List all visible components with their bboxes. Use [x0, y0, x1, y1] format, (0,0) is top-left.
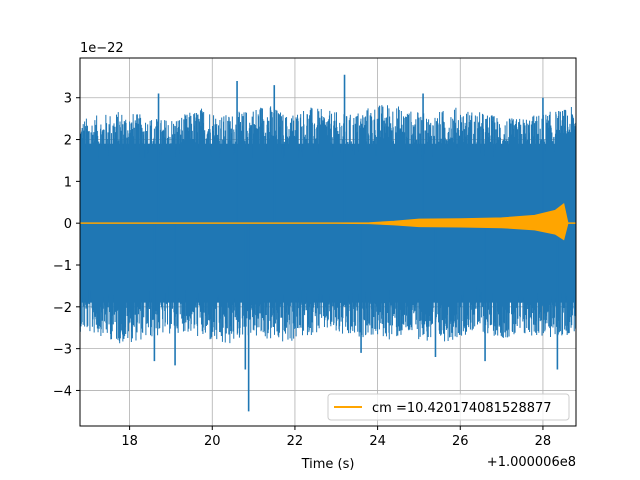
y-tick-label: −1	[53, 259, 72, 274]
series-layer	[80, 74, 576, 412]
x-tick-label: 26	[452, 434, 469, 449]
y-tick-label: −4	[53, 384, 72, 399]
x-tick-label: 28	[535, 434, 552, 449]
y-tick-label: 1	[64, 175, 72, 190]
series-chirp	[80, 203, 576, 241]
x-tick-label: 24	[369, 434, 386, 449]
x-offset-label: +1.000006e8	[487, 455, 576, 470]
plot-frame	[79, 57, 577, 427]
y-tick-label: 2	[64, 134, 72, 149]
legend: cm =10.420174081528877	[327, 393, 570, 421]
y-tick-label: 3	[64, 92, 72, 107]
legend-entry-chirp: cm =10.420174081528877	[372, 401, 552, 416]
y-axis: −4 −3 −2 −1 0 1 2 3	[53, 92, 80, 399]
x-axis: 18 20 22 24 26 28	[121, 426, 551, 449]
legend-box	[327, 393, 570, 421]
y-multiplier-label: 1e−22	[80, 41, 124, 56]
y-tick-label: −2	[53, 301, 72, 316]
y-tick-label: 0	[64, 217, 72, 232]
x-tick-label: 20	[204, 434, 221, 449]
y-tick-label: −3	[53, 343, 72, 358]
x-tick-label: 18	[121, 434, 138, 449]
x-tick-label: 22	[287, 434, 304, 449]
x-axis-label: Time (s)	[301, 457, 355, 472]
